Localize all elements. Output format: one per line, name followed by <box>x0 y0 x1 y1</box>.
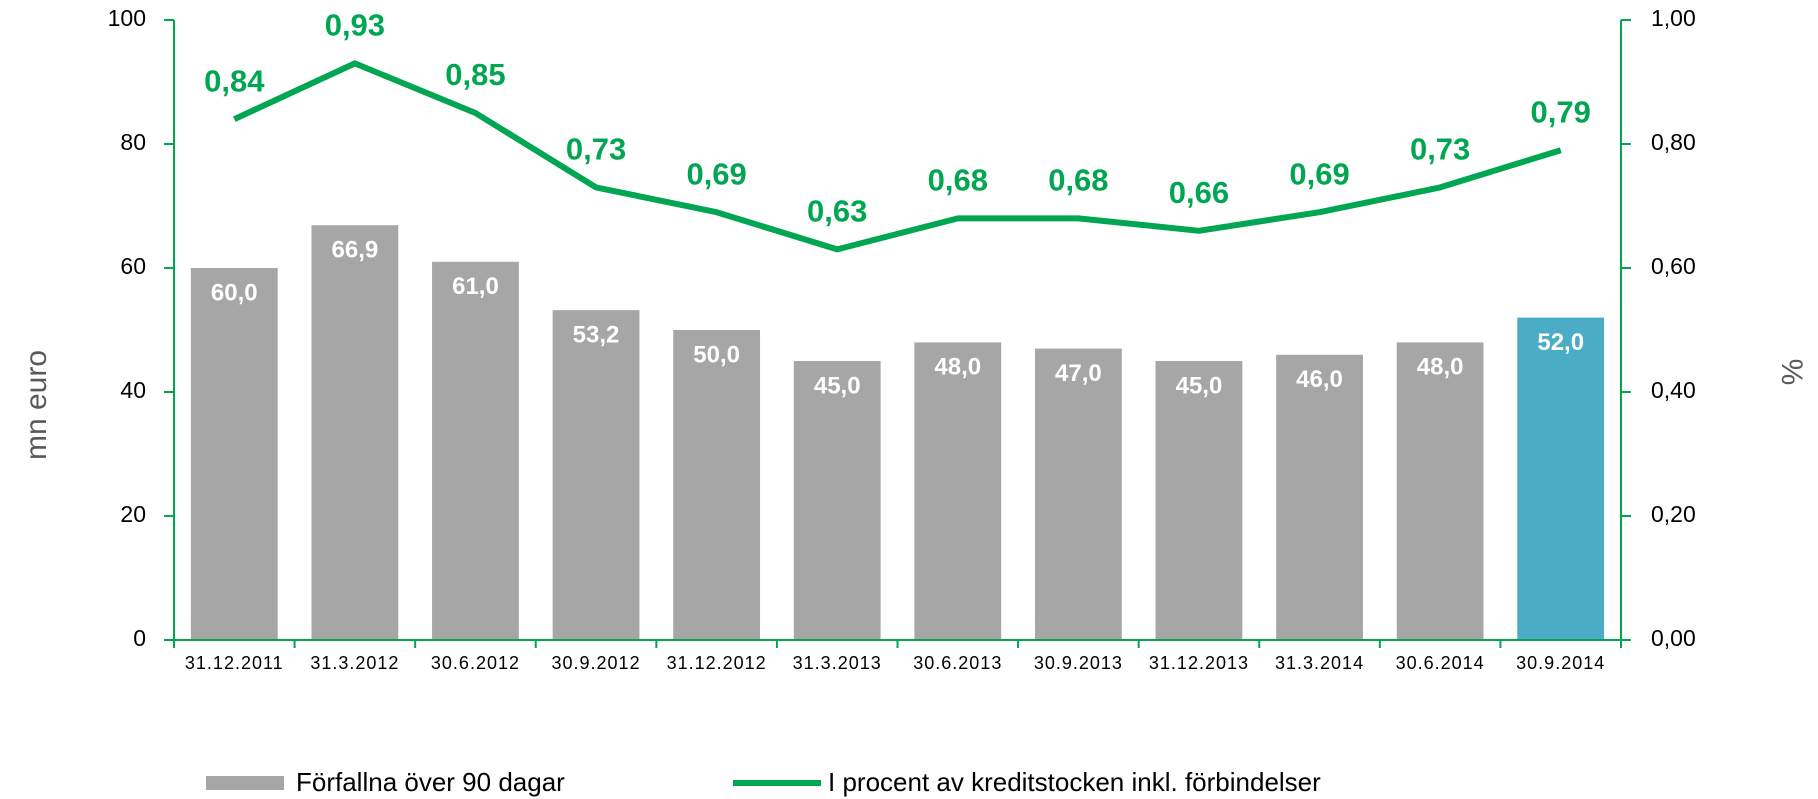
y-tick-label: 80 <box>120 129 146 155</box>
y-tick-label: 100 <box>108 5 146 31</box>
bar-value-label: 66,9 <box>332 237 379 264</box>
x-tick-label: 30.9.2012 <box>552 653 641 673</box>
y-tick-label: 40 <box>120 377 146 403</box>
bar-value-label: 50,0 <box>693 341 740 368</box>
line-value-label: 0,79 <box>1531 94 1591 129</box>
line-value-label: 0,69 <box>686 156 746 191</box>
line-value-label: 0,68 <box>928 163 988 198</box>
line-value-label: 0,73 <box>566 132 626 167</box>
legend-swatch <box>206 776 284 790</box>
x-tick-label: 31.12.2012 <box>667 653 767 673</box>
bar-value-label: 45,0 <box>814 372 861 399</box>
x-tick-label: 30.6.2014 <box>1396 653 1485 673</box>
y2-tick-label: 0,00 <box>1651 625 1696 651</box>
y-axis-label: mn euro <box>20 350 53 460</box>
y2-tick-label: 0,60 <box>1651 253 1696 279</box>
bar <box>673 330 761 640</box>
y2-axis-label: % <box>1775 359 1808 386</box>
bar-value-label: 60,0 <box>211 279 258 306</box>
bar-value-label: 47,0 <box>1055 360 1102 387</box>
x-tick-label: 30.9.2014 <box>1516 653 1605 673</box>
bar <box>190 268 278 640</box>
bar-value-label: 53,2 <box>573 322 620 349</box>
bar-value-label: 45,0 <box>1176 372 1223 399</box>
bar-value-label: 61,0 <box>452 273 499 300</box>
bar-value-label: 48,0 <box>1417 354 1464 381</box>
x-tick-label: 30.6.2012 <box>431 653 520 673</box>
y-tick-label: 60 <box>120 253 146 279</box>
line-value-label: 0,66 <box>1169 175 1229 210</box>
bar <box>1396 342 1484 640</box>
bar <box>1517 317 1605 640</box>
y2-tick-label: 0,20 <box>1651 501 1696 527</box>
x-tick-label: 30.6.2013 <box>913 653 1002 673</box>
bar <box>552 310 640 640</box>
bar <box>432 261 519 640</box>
y-tick-label: 20 <box>120 501 146 527</box>
line <box>233 60 1562 253</box>
x-tick-label: 31.3.2012 <box>310 653 399 673</box>
line-value-label: 0,69 <box>1289 156 1349 191</box>
legend-label: Förfallna över 90 dagar <box>296 767 565 797</box>
bar <box>793 361 881 640</box>
bar <box>1155 361 1243 640</box>
x-tick-label: 31.3.2014 <box>1275 653 1364 673</box>
y2-tick-label: 0,40 <box>1651 377 1696 403</box>
line-value-label: 0,85 <box>445 57 505 92</box>
bar-value-label: 48,0 <box>934 354 981 381</box>
x-tick-label: 31.3.2013 <box>793 653 882 673</box>
bar <box>1276 354 1363 640</box>
bar-value-label: 46,0 <box>1296 366 1343 393</box>
y2-tick-label: 0,80 <box>1651 129 1696 155</box>
x-tick-label: 31.12.2011 <box>185 653 284 673</box>
line-value-label: 0,63 <box>807 194 867 229</box>
line-value-label: 0,68 <box>1048 163 1108 198</box>
y2-tick-label: 1,00 <box>1651 5 1696 31</box>
line-value-label: 0,73 <box>1410 132 1470 167</box>
line-value-label: 0,84 <box>204 63 265 98</box>
y-tick-label: 0 <box>133 625 146 651</box>
line-value-label: 0,93 <box>325 8 385 43</box>
x-tick-label: 31.12.2013 <box>1149 653 1249 673</box>
bar <box>1034 348 1122 640</box>
bar <box>914 342 1002 640</box>
x-tick-label: 30.9.2013 <box>1034 653 1123 673</box>
legend-label: I procent av kreditstocken inkl. förbind… <box>828 767 1321 797</box>
bar <box>311 225 399 640</box>
bar-value-label: 52,0 <box>1537 329 1584 356</box>
